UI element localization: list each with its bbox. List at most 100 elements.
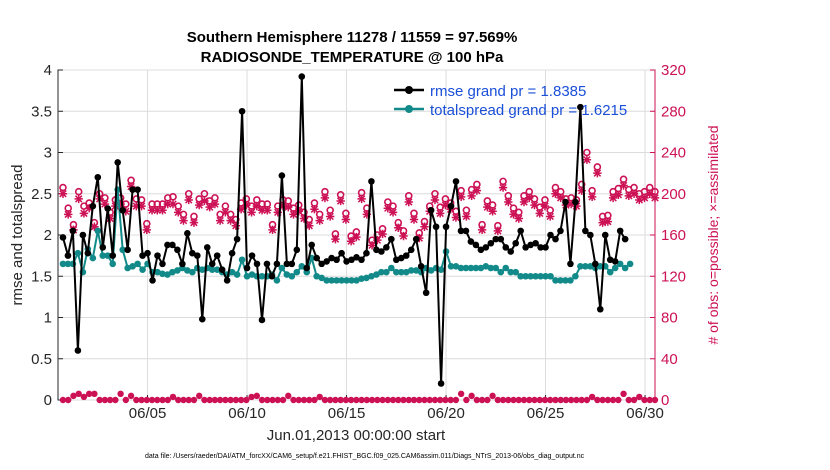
obs-zero-point (410, 396, 418, 404)
obs-assimilated-point (90, 222, 99, 231)
obs-zero-point (442, 396, 449, 404)
obs-assimilated-point (226, 216, 235, 225)
obs-assimilated-point (163, 199, 172, 209)
rmse-point (198, 315, 206, 323)
obs-assimilated-point (577, 186, 586, 195)
totalspread-point (59, 260, 67, 268)
obs-zero-point (615, 396, 622, 404)
obs-zero-point (389, 396, 397, 404)
obs-assimilated-point (252, 201, 262, 211)
obs-zero-point (536, 396, 543, 404)
totalspread-point (109, 260, 117, 268)
rmse-point (477, 246, 485, 254)
rmse-point (587, 231, 594, 239)
obs-zero-point (342, 396, 350, 404)
y-tick-label-left: 0 (44, 392, 52, 409)
obs-zero-point (379, 396, 386, 404)
totalspread-point (293, 268, 301, 276)
totalspread-point (412, 267, 420, 274)
obs-assimilated-point (635, 195, 644, 205)
obs-assimilated-point (189, 218, 199, 227)
obs-assimilated-point (299, 214, 309, 223)
rmse-point (492, 235, 500, 243)
totalspread-point (402, 268, 410, 276)
obs-zero-point (201, 396, 208, 404)
totalspread-point (447, 263, 455, 270)
rmse-point (353, 253, 360, 261)
obs-assimilated-point (467, 191, 476, 201)
rmse-point (592, 260, 599, 268)
rmse-point (343, 258, 350, 265)
totalspread-point (407, 267, 415, 274)
totalspread-point (502, 264, 510, 272)
obs-zero-point (311, 396, 318, 404)
rmse-point (298, 73, 306, 80)
obs-zero-point (578, 396, 585, 404)
obs-zero-point (363, 396, 371, 404)
obs-zero-point (562, 396, 570, 404)
totalspread-point (457, 264, 465, 272)
obs-zero-point (547, 396, 554, 404)
obs-assimilated-point (420, 222, 429, 231)
obs-zero-point (96, 396, 103, 404)
rmse-point (303, 264, 311, 272)
obs-assimilated-point (530, 200, 539, 210)
obs-assimilated-point (603, 217, 613, 226)
rmse-point (432, 223, 440, 231)
rmse-point (248, 252, 256, 259)
obs-zero-point (395, 396, 402, 404)
totalspread-point (104, 252, 112, 259)
y-tick-label-right: 120 (661, 268, 686, 285)
obs-assimilated-point (236, 205, 246, 214)
totalspread-point (139, 266, 146, 273)
obs-assimilated-point (451, 213, 461, 222)
rmse-point (373, 246, 380, 254)
obs-zero-point (337, 396, 344, 404)
rmse-point (532, 239, 539, 247)
totalspread-point (368, 272, 375, 280)
y-tick-label-right: 320 (661, 62, 686, 79)
obs-zero-point (520, 396, 528, 404)
rmse-point (114, 159, 121, 166)
totalspread-point (124, 264, 131, 272)
rmse-point (203, 244, 211, 251)
obs-assimilated-point (153, 206, 162, 215)
obs-assimilated-point (263, 206, 272, 215)
obs-assimilated-point (477, 225, 487, 235)
obs-zero-point (326, 396, 334, 404)
obs-assimilated-point (546, 212, 555, 221)
x-tick-label: 06/05 (129, 405, 167, 422)
y-axis-right: 0 40 80 120 160 200 240 280 320 (650, 62, 686, 409)
rmse-point (358, 256, 365, 264)
rmse-point (437, 380, 445, 387)
obs-zero-point (630, 396, 638, 404)
rmse-point (174, 246, 181, 254)
obs-zero-point (463, 396, 470, 404)
y-axis-left: 0 0.5 1 1.5 2 2.5 3 3.5 4 (31, 62, 63, 409)
totalspread-point (323, 277, 330, 284)
rmse-point (557, 227, 564, 235)
rmse-point (124, 246, 131, 254)
obs-assimilated-point (640, 193, 649, 203)
totalspread-point (437, 266, 445, 273)
obs-zero-point (505, 396, 512, 404)
rmse-point (189, 249, 196, 257)
obs-assimilated-point (346, 236, 356, 246)
obs-assimilated-point (79, 209, 89, 218)
obs-assimilated-point (64, 210, 73, 219)
rmse-point (582, 227, 589, 235)
obs-zero-point (473, 396, 481, 404)
obs-assimilated-point (158, 206, 167, 215)
obs-assimilated-point (399, 231, 408, 241)
totalspread-point (89, 254, 97, 262)
obs-zero-point (85, 390, 93, 398)
obs-zero-point (206, 396, 213, 404)
totalspread-point (522, 272, 529, 280)
obs-zero-point (573, 396, 580, 404)
obs-assimilated-point (137, 201, 146, 211)
rmse-point (517, 227, 524, 235)
totalspread-point (577, 263, 584, 270)
obs-assimilated-point (587, 192, 597, 202)
obs-zero-point (478, 396, 486, 404)
obs-zero-point (185, 396, 192, 404)
